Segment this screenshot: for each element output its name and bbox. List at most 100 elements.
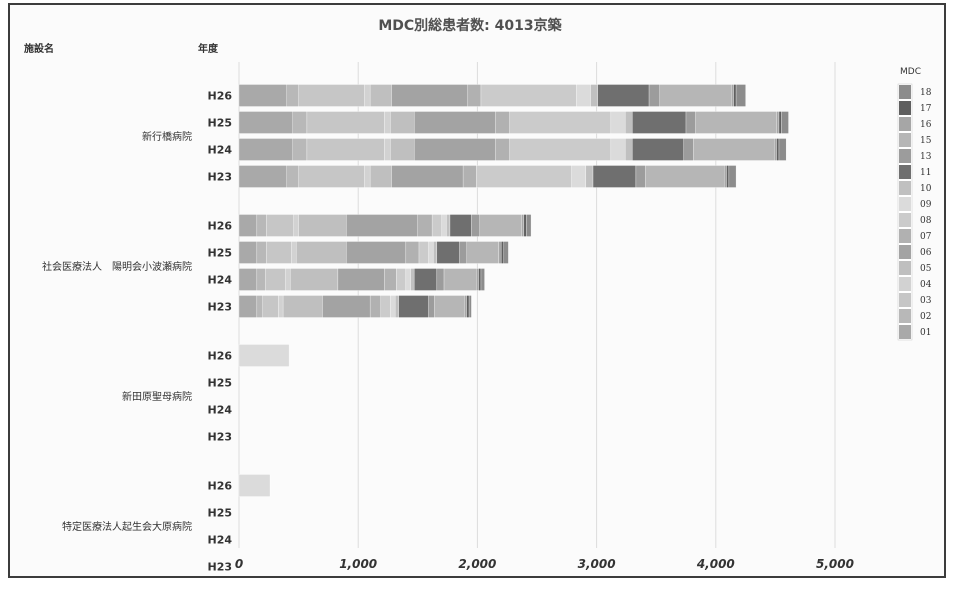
bar-segment	[498, 241, 502, 264]
bar-segment	[495, 138, 510, 161]
legend-label: 07	[920, 232, 932, 242]
bar-segment	[238, 84, 287, 107]
legend-label: 06	[920, 248, 932, 258]
bar-segment	[390, 111, 415, 134]
bar-segment	[396, 268, 407, 291]
bar-segment	[306, 138, 385, 161]
bar-segment	[776, 138, 780, 161]
bar-segment	[292, 111, 308, 134]
chart-title: MDC別総患者数: 4013京築	[378, 17, 562, 34]
year-label: H25	[207, 247, 232, 260]
bar-segment	[590, 84, 598, 107]
legend-label: 02	[920, 312, 931, 322]
bar-segment	[683, 138, 694, 161]
bar-segment	[398, 295, 429, 318]
bar-segment	[509, 138, 612, 161]
bar-segment	[733, 84, 737, 107]
bar-segment	[776, 111, 780, 134]
bar-segment	[369, 165, 392, 188]
bar-segment	[434, 295, 465, 318]
bar-segment	[625, 138, 633, 161]
bar-segment	[635, 165, 646, 188]
bar-segment	[410, 268, 415, 291]
bar-segment	[479, 214, 522, 237]
bar-segment	[238, 268, 258, 291]
bar-segment	[735, 84, 746, 107]
bar-segment	[774, 138, 777, 161]
bar-segment	[632, 111, 687, 134]
year-label: H24	[207, 404, 232, 417]
bar-segment	[256, 214, 267, 237]
bar-segment	[298, 84, 365, 107]
year-label: H23	[207, 561, 232, 574]
year-label: H23	[207, 301, 232, 314]
bar-segment	[471, 214, 480, 237]
facility-column-header: 施設名	[24, 42, 54, 55]
bar-segment	[576, 84, 591, 107]
legend-label: 10	[920, 184, 932, 194]
bar-area	[238, 84, 789, 497]
x-tick-label: 1,000	[339, 557, 377, 571]
bar-segment	[428, 295, 435, 318]
bar-segment	[468, 295, 472, 318]
legend-label: 18	[920, 88, 932, 98]
facility-label: 新行橋病院	[142, 130, 192, 143]
legend-label: 04	[920, 280, 932, 290]
year-label: H25	[207, 377, 232, 390]
bar-segment	[380, 295, 391, 318]
year-label: H24	[207, 534, 232, 547]
bar-segment	[266, 241, 292, 264]
bar-segment	[290, 268, 339, 291]
legend-swatch	[899, 165, 911, 179]
legend-label: 01	[920, 328, 931, 338]
legend-label: 05	[920, 264, 932, 274]
legend-swatch	[899, 133, 911, 147]
bar-segment	[526, 214, 532, 237]
bar-segment	[238, 138, 293, 161]
bar-segment	[480, 84, 577, 107]
legend-label: 16	[920, 120, 932, 130]
bar-segment	[238, 165, 287, 188]
year-label: H26	[207, 90, 232, 103]
bar-segment	[495, 111, 510, 134]
legend-swatch	[899, 293, 911, 307]
facility-label: 特定医療法人起生会大原病院	[62, 520, 192, 533]
x-tick-label: 0	[235, 557, 243, 571]
bar-segment	[625, 111, 633, 134]
bar-segment	[466, 241, 500, 264]
bar-segment	[238, 344, 290, 367]
bar-segment	[441, 214, 447, 237]
bar-segment	[464, 295, 467, 318]
bar-segment	[648, 84, 660, 107]
bar-segment	[256, 295, 263, 318]
bar-segment	[418, 241, 429, 264]
bar-segment	[778, 138, 787, 161]
bar-segment	[337, 268, 385, 291]
bar-segment	[436, 268, 445, 291]
bar-segment	[466, 295, 470, 318]
bar-segment	[405, 268, 411, 291]
bar-segment	[322, 295, 371, 318]
bar-segment	[723, 165, 727, 188]
bar-segment	[414, 268, 438, 291]
x-tick-label: 4,000	[696, 557, 735, 571]
bar-segment	[238, 295, 258, 318]
bar-segment	[459, 241, 467, 264]
legend-swatch	[899, 229, 911, 243]
year-label: H25	[207, 507, 232, 520]
bar-segment	[298, 214, 347, 237]
bar-segment	[238, 111, 293, 134]
bar-segment	[443, 268, 477, 291]
legend-label: 09	[920, 200, 932, 210]
year-label: H25	[207, 117, 232, 130]
bar-segment	[731, 84, 734, 107]
bar-segment	[364, 165, 371, 188]
bar-segment	[597, 84, 650, 107]
legend-title: MDC	[900, 67, 921, 77]
legend-swatch	[899, 261, 911, 275]
bar-segment	[610, 138, 626, 161]
bar-segment	[728, 165, 737, 188]
bar-segment	[685, 111, 696, 134]
bar-segment	[278, 295, 284, 318]
